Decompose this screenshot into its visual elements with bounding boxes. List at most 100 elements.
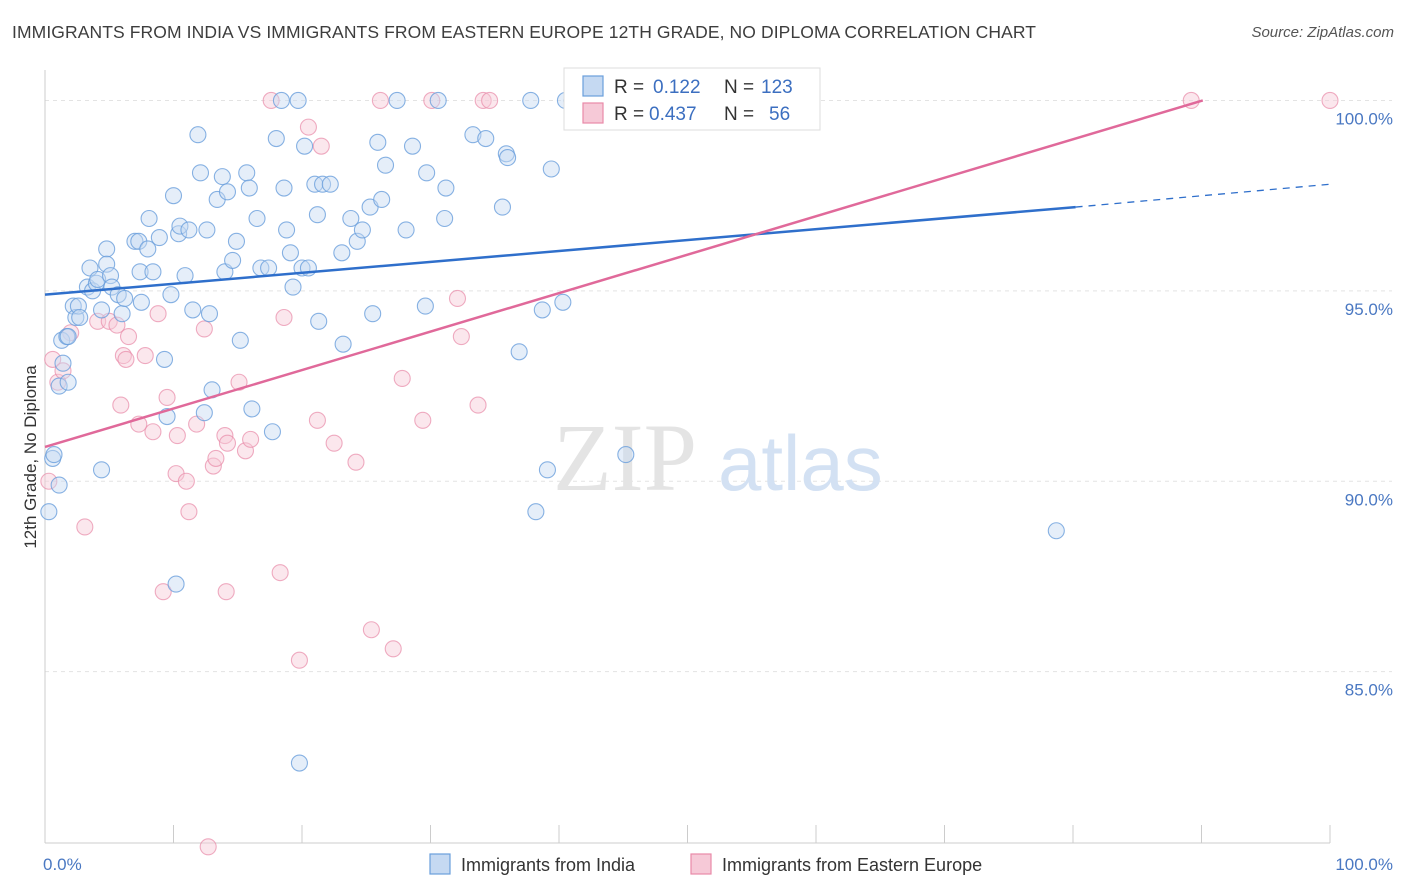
data-point-india [1047,522,1065,540]
data-point-india [617,446,635,464]
data-point-india [218,183,237,201]
data-point-india [437,179,455,197]
data-point-eastern-europe [149,305,167,323]
data-point-eastern-europe [195,320,213,338]
legend-item-india-swatch [429,853,451,875]
data-point-india [243,400,261,418]
data-point-india [308,206,326,224]
legend-n-value-eastern-europe: 56 [769,104,790,125]
data-point-eastern-europe [112,396,130,414]
trend-line-india [44,205,1076,296]
data-point-india [132,293,150,311]
data-point-eastern-europe [414,411,432,429]
trend-line-india-extension [1075,183,1331,208]
data-point-eastern-europe [230,373,248,391]
data-point-india [522,91,540,110]
data-point-eastern-europe [89,312,107,330]
data-point-india [50,476,68,494]
data-point-eastern-europe [217,583,235,601]
data-point-india [54,354,72,372]
data-point-eastern-europe [371,91,389,110]
data-point-india [538,461,556,479]
data-point-eastern-europe [474,91,492,110]
data-point-eastern-europe [448,289,467,308]
y-tick-label: 85.0% [1345,681,1393,700]
data-point-india [284,278,302,296]
data-point-india [334,335,352,353]
data-point-india [493,198,512,216]
data-point-india [150,228,168,247]
y-axis-label: 12th Grade, No Diploma [21,365,40,549]
data-point-india [98,240,116,258]
y-tick-label: 90.0% [1345,490,1393,509]
x-tick-labels: 0.0% 100.0% [43,855,1393,874]
data-point-eastern-europe [469,396,487,414]
stats-legend: R = 0.122 N = 123 R = 0.437 N = 56 [563,67,821,131]
data-point-eastern-europe [1321,91,1339,110]
data-point-india [321,175,339,193]
data-point-india [418,164,436,182]
data-point-india [436,209,454,228]
data-point-india [140,209,158,228]
data-point-eastern-europe [362,621,380,639]
legend-swatch-eastern-europe [582,102,604,124]
data-point-eastern-europe [290,651,308,669]
data-point-india [373,190,391,209]
data-point-eastern-europe [177,472,195,490]
data-point-eastern-europe [199,838,217,856]
data-point-india [397,221,415,239]
watermark-zip: ZIP [553,404,697,511]
data-point-india [231,331,249,349]
data-point-eastern-europe [76,518,94,536]
data-point-eastern-europe [117,350,135,368]
data-point-india [184,301,202,319]
data-point-india [213,168,231,186]
data-point-india [92,461,111,479]
data-point-india [263,423,281,441]
data-point-eastern-europe [481,91,499,110]
legend-box [563,67,821,131]
data-point-india [403,137,422,155]
data-point-india [281,244,299,262]
series-india-points [40,91,1065,772]
y-tick-label: 95.0% [1345,300,1393,319]
data-point-india [116,289,134,308]
data-point-india [278,221,296,239]
data-point-eastern-europe [325,434,343,452]
data-point-india [296,137,314,155]
data-point-eastern-europe [262,91,280,110]
data-point-eastern-europe [452,328,470,346]
data-point-india [554,293,572,311]
data-point-india [260,259,278,277]
data-point-eastern-europe [44,350,62,368]
x-tick-label-max: 100.0% [1335,855,1393,874]
watermark: ZIP atlas [553,404,883,511]
data-point-india [200,305,219,323]
x-tick-label-min: 0.0% [43,855,82,874]
data-point-india [464,126,482,144]
data-point-india [510,343,528,361]
source-label: Source: ZipAtlas.com [1251,24,1394,41]
data-point-eastern-europe [144,423,162,441]
data-point-india [144,263,162,281]
data-point-india [98,255,116,273]
y-tick-label: 100.0% [1335,109,1393,128]
data-point-india [71,308,89,327]
legend-n-label-india: N = [724,77,754,98]
data-point-eastern-europe [168,427,186,445]
data-point-india [191,164,210,182]
data-point-eastern-europe [218,434,237,452]
data-point-eastern-europe [180,503,198,521]
trend-line-eastern-europe [44,99,1204,449]
data-point-india [248,209,266,228]
data-point-india [164,187,183,205]
data-point-india [429,91,447,110]
data-point-india [499,149,517,167]
legend-r-value-eastern-europe: 0.437 [649,104,697,125]
data-point-india [272,91,290,110]
chart-title: IMMIGRANTS FROM INDIA VS IMMIGRANTS FROM… [12,22,1037,42]
data-point-india [416,297,434,315]
data-point-india [171,217,189,235]
data-point-india [195,404,213,422]
